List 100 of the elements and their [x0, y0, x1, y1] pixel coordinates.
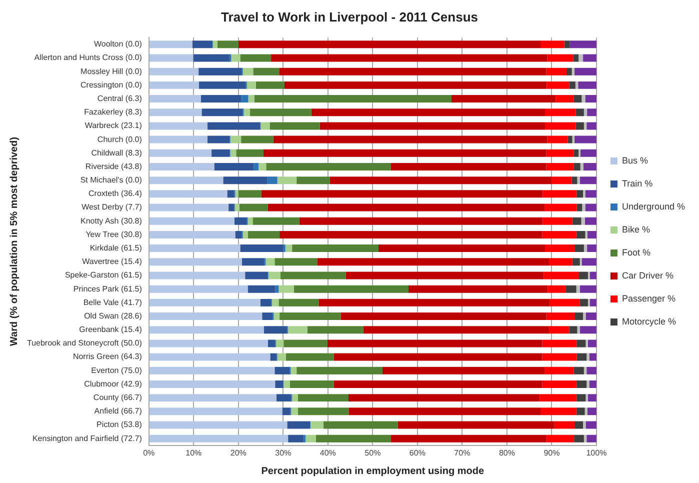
bar — [306, 434, 316, 442]
bar — [576, 108, 584, 116]
x-tick-label: 100% — [586, 448, 607, 458]
bar — [581, 217, 585, 225]
bar — [316, 434, 392, 442]
bar — [589, 380, 596, 388]
bar — [408, 285, 548, 293]
bar — [584, 108, 588, 116]
bar — [586, 421, 596, 429]
bar — [268, 272, 280, 280]
bar — [556, 95, 574, 103]
bar — [583, 312, 586, 320]
bar — [258, 163, 266, 170]
y-tick-label: Norris Green (64.3) — [72, 352, 142, 362]
y-tick-label: Mossley Hill (0.0) — [80, 66, 142, 76]
y-tick-label: Fazakerley (8.3) — [84, 108, 142, 117]
bar — [288, 434, 304, 442]
bar — [280, 312, 341, 320]
bar — [235, 190, 238, 198]
bar — [583, 54, 596, 62]
bar — [266, 163, 392, 170]
bar — [574, 163, 580, 170]
bar — [266, 258, 275, 266]
bar — [275, 285, 279, 293]
bar — [578, 54, 584, 62]
bar — [575, 81, 578, 89]
bar — [572, 136, 575, 144]
bar — [199, 81, 246, 89]
bar — [542, 380, 576, 388]
bar — [267, 176, 278, 184]
bar — [588, 394, 596, 402]
bar — [578, 81, 596, 89]
bar — [586, 366, 596, 374]
bar — [549, 298, 580, 306]
bar — [274, 258, 318, 266]
bar — [277, 176, 297, 184]
y-tick-label: Childwall (8.3) — [91, 148, 142, 158]
bar — [580, 326, 596, 334]
bar — [574, 421, 584, 429]
y-tick-label: St Michael's (0.0) — [80, 176, 142, 185]
bar — [544, 108, 576, 116]
bar — [582, 204, 586, 212]
y-tick-label: West Derby (7.7) — [82, 202, 142, 212]
y-tick-label: Picton (53.8) — [96, 420, 142, 430]
bar — [262, 312, 273, 320]
bar — [241, 95, 248, 103]
bar — [263, 149, 546, 157]
y-tick-label: Greenbank (15.4) — [79, 325, 142, 334]
bar — [294, 285, 408, 293]
bar — [256, 81, 284, 89]
bar — [230, 149, 236, 157]
x-tick-label: 70% — [454, 448, 470, 458]
x-tick-label: 80% — [498, 448, 515, 458]
bar — [576, 408, 585, 416]
bar — [542, 190, 576, 198]
bar — [276, 394, 292, 402]
bar — [239, 204, 268, 212]
bar — [149, 190, 228, 198]
bar — [580, 149, 596, 157]
bar — [149, 421, 288, 429]
bar — [149, 326, 264, 334]
bar — [576, 190, 584, 198]
bar — [149, 136, 208, 144]
bar — [245, 272, 268, 280]
bar — [242, 68, 254, 76]
bar — [292, 394, 298, 402]
bar — [334, 380, 542, 388]
bar — [340, 312, 546, 320]
x-tick-label: 40% — [320, 448, 336, 458]
bar — [576, 394, 586, 402]
bar — [584, 366, 587, 374]
bar — [149, 394, 276, 402]
bar — [223, 176, 268, 184]
bar — [310, 421, 324, 429]
bar — [544, 244, 575, 252]
bar — [580, 298, 588, 306]
x-tick-label: 0% — [143, 448, 155, 458]
bar — [230, 136, 242, 144]
bar — [348, 394, 540, 402]
bar — [240, 54, 272, 62]
bar — [586, 312, 596, 320]
bar — [149, 108, 202, 116]
bar — [546, 434, 574, 442]
bar — [202, 108, 243, 116]
y-tick-label: County (66.7) — [93, 393, 142, 402]
bar — [580, 285, 596, 293]
y-tick-label: Speke-Garston (61.5) — [64, 270, 142, 280]
y-axis-title: Ward (% of population in 5% most deprived) — [8, 136, 20, 346]
x-tick-label: 10% — [186, 448, 202, 458]
bar — [546, 149, 574, 157]
bar — [149, 272, 246, 280]
bar — [149, 340, 268, 348]
bar — [240, 244, 284, 252]
bar — [278, 285, 294, 293]
bar — [288, 326, 308, 334]
bar — [584, 408, 588, 416]
bar — [217, 40, 238, 48]
bar — [238, 190, 262, 198]
bar — [192, 40, 212, 48]
legend-label: Passenger % — [622, 293, 676, 304]
